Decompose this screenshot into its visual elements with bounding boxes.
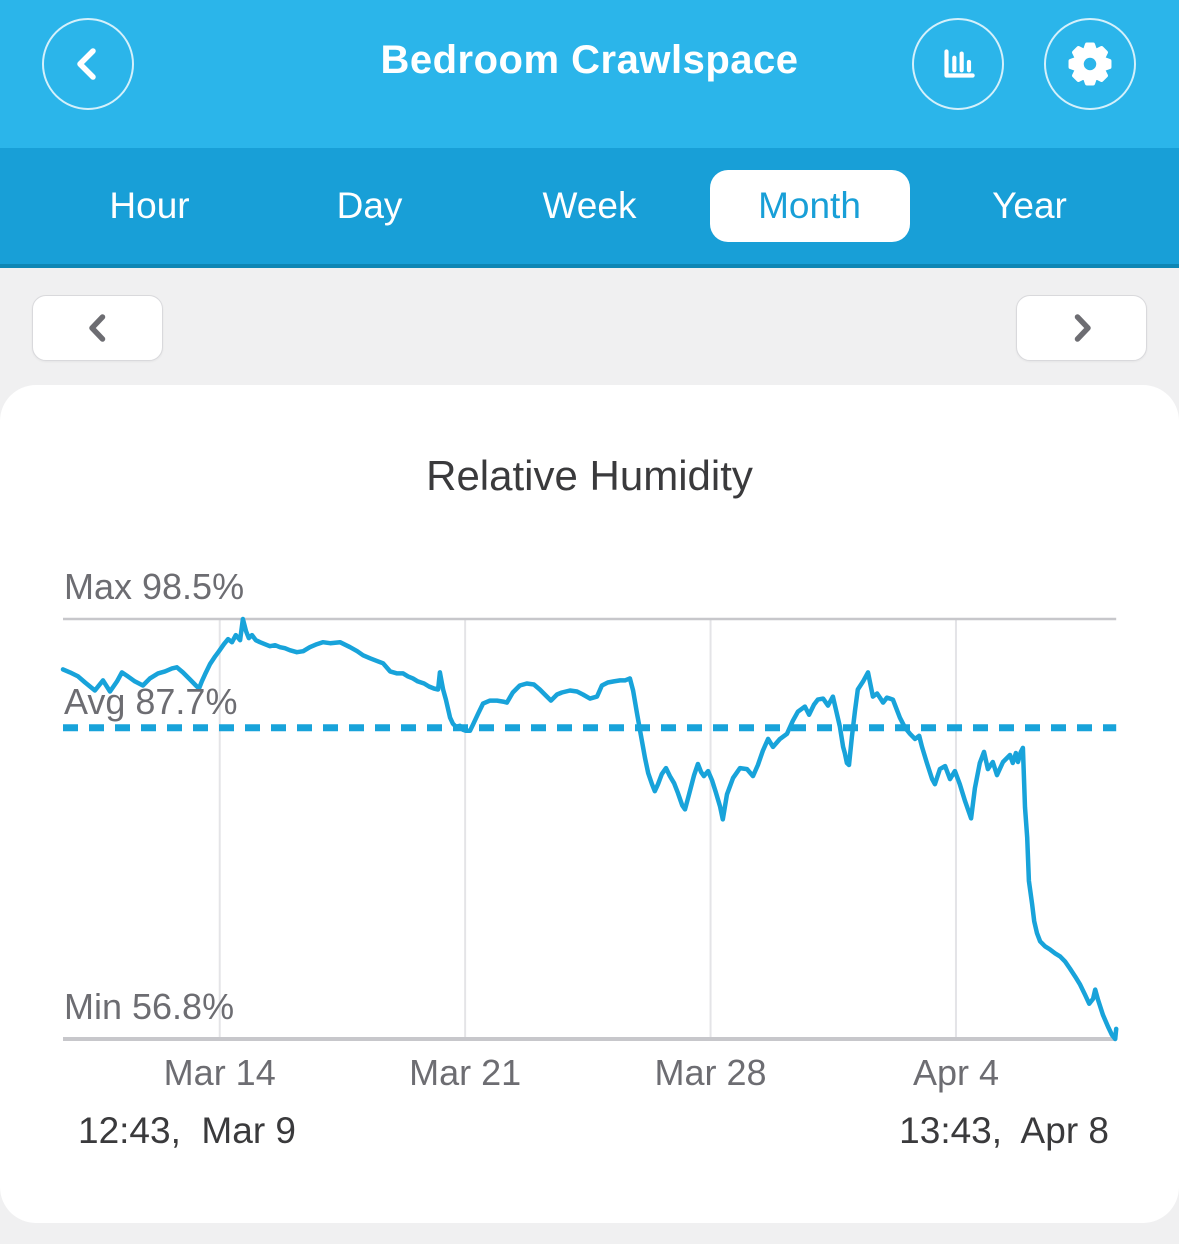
- time-range-tabs: Hour Day Week Month Year: [0, 148, 1179, 268]
- range-start-label: 12:43, Mar 9: [78, 1110, 297, 1151]
- gear-icon: [1068, 42, 1112, 86]
- tab-day[interactable]: Day: [260, 148, 480, 264]
- tab-year[interactable]: Year: [920, 148, 1140, 264]
- settings-button[interactable]: [1044, 18, 1136, 110]
- chevron-right-icon: [1074, 314, 1091, 342]
- min-value-label: Min 56.8%: [64, 986, 235, 1027]
- tab-month-label: Month: [709, 170, 910, 242]
- x-tick-2: Mar 28: [654, 1052, 767, 1093]
- chart-card: [0, 385, 1179, 1223]
- page-title: Bedroom Crawlspace: [380, 38, 799, 82]
- x-tick-3: Apr 4: [912, 1052, 999, 1093]
- tab-hour-label: Hour: [109, 185, 190, 226]
- chart-type-button[interactable]: [912, 18, 1004, 110]
- back-button[interactable]: [42, 18, 134, 110]
- tab-week-label: Week: [542, 185, 637, 226]
- tab-week[interactable]: Week: [480, 148, 700, 264]
- range-end-label: 13:43, Apr 8: [899, 1110, 1109, 1151]
- tab-hour[interactable]: Hour: [40, 148, 260, 264]
- chevron-left-icon: [77, 48, 96, 80]
- next-period-button[interactable]: [1016, 295, 1147, 361]
- tab-year-label: Year: [992, 185, 1067, 226]
- bar-chart-icon: [944, 49, 975, 78]
- x-tick-0: Mar 14: [163, 1052, 276, 1093]
- avg-value-label: Avg 87.7%: [64, 681, 238, 722]
- x-tick-1: Mar 21: [409, 1052, 522, 1093]
- previous-period-button[interactable]: [32, 295, 163, 361]
- chevron-left-icon: [88, 314, 105, 342]
- tab-month[interactable]: Month: [700, 148, 920, 264]
- header: Bedroom Crawlspace: [0, 0, 1179, 148]
- max-value-label: Max 98.5%: [64, 566, 245, 607]
- tab-day-label: Day: [336, 185, 403, 226]
- humidity-series-line: [60, 616, 1119, 1042]
- chart-title: Relative Humidity: [426, 452, 753, 499]
